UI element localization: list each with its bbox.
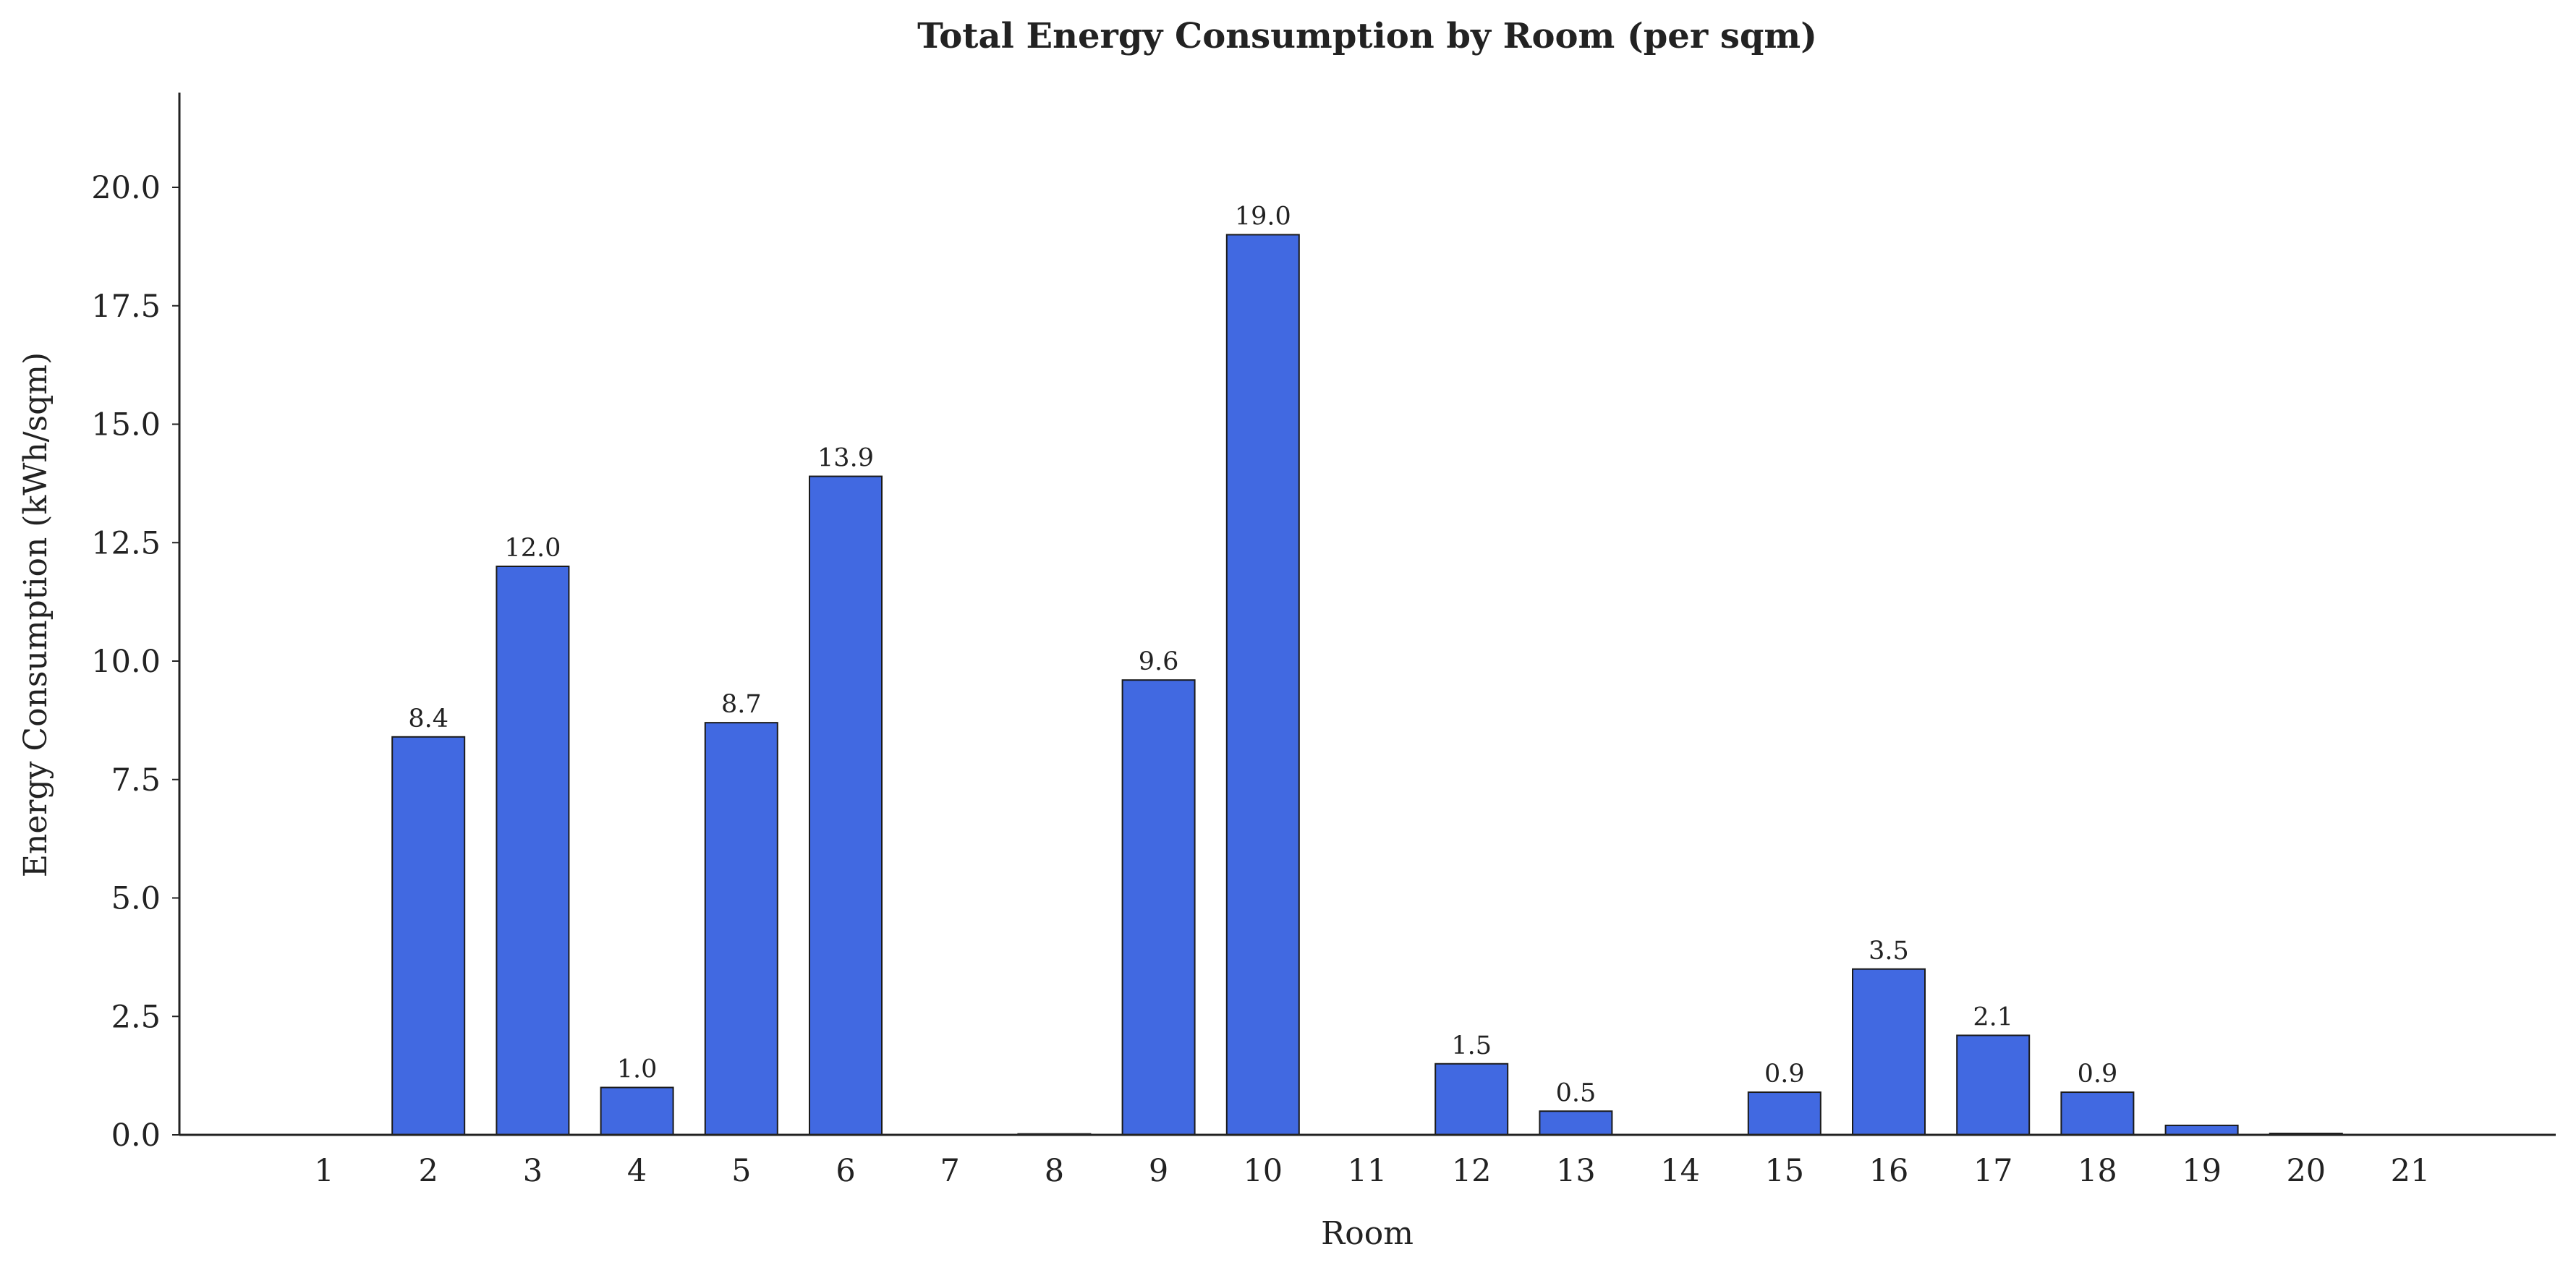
x-tick-label: 15 <box>1764 1153 1804 1189</box>
x-tick-label: 13 <box>1556 1153 1596 1189</box>
x-tick-label: 17 <box>1973 1153 2013 1189</box>
x-tick-label: 8 <box>1045 1153 1064 1189</box>
x-tick-label: 21 <box>2391 1153 2431 1189</box>
data-label-room-2: 8.4 <box>408 704 449 733</box>
data-label-room-16: 3.5 <box>1869 937 1909 966</box>
x-tick-label: 7 <box>940 1153 960 1189</box>
bar-room-18 <box>2060 1091 2135 1136</box>
y-tick-label: 7.5 <box>111 762 161 799</box>
x-tick-label: 12 <box>1452 1153 1492 1189</box>
bar-room-19 <box>2164 1124 2239 1136</box>
x-tick-label: 14 <box>1660 1153 1700 1189</box>
x-tick-label: 1 <box>314 1153 333 1189</box>
data-label-room-12: 1.5 <box>1451 1031 1492 1060</box>
data-label-room-15: 0.9 <box>1764 1060 1805 1089</box>
data-label-room-18: 0.9 <box>2078 1060 2118 1089</box>
bar-room-5 <box>704 722 778 1136</box>
bar-room-6 <box>809 475 883 1136</box>
y-tick-label: 10.0 <box>91 644 161 680</box>
x-tick-label: 16 <box>1869 1153 1909 1189</box>
bar-room-15 <box>1747 1091 1822 1136</box>
bar-room-9 <box>1121 679 1196 1136</box>
data-label-room-6: 13.9 <box>817 444 874 473</box>
data-labels: 8.4 12.0 1.0 8.7 13.9 9.6 19.0 1.5 0.5 0.9 3.5 2.1 0… <box>408 203 2117 1108</box>
y-tick-label: 17.5 <box>91 289 161 325</box>
y-tick-label: 20.0 <box>91 170 161 206</box>
x-tick-label: 20 <box>2286 1153 2326 1189</box>
bar-room-10 <box>1225 234 1300 1136</box>
y-axis-ticks: 0.0 2.5 5.0 7.5 10.0 12.5 15.0 17.5 20.0 <box>91 170 179 1154</box>
x-tick-label: 4 <box>627 1153 647 1189</box>
bar-room-16 <box>1852 968 1926 1136</box>
data-label-room-9: 9.6 <box>1139 647 1179 676</box>
y-axis-label: Energy Consumption (kWh/sqm) <box>17 352 54 877</box>
x-axis-ticks: 1 2 3 4 5 6 7 8 9 10 11 12 13 14 15 16 17 18 19 20 21 <box>314 1153 2430 1189</box>
x-tick-label: 9 <box>1149 1153 1168 1189</box>
x-tick-label: 3 <box>523 1153 543 1189</box>
x-tick-label: 11 <box>1348 1153 1387 1189</box>
data-label-room-4: 1.0 <box>617 1055 658 1084</box>
chart-title: Total Energy Consumption by Room (per sq… <box>917 16 1817 56</box>
bar-room-17 <box>1956 1034 2031 1136</box>
x-tick-label: 19 <box>2182 1153 2222 1189</box>
bar-room-3 <box>496 566 570 1136</box>
x-tick-label: 2 <box>419 1153 438 1189</box>
data-label-room-17: 2.1 <box>1973 1002 2013 1031</box>
y-tick-label: 15.0 <box>91 407 161 443</box>
x-tick-label: 6 <box>836 1153 855 1189</box>
x-tick-label: 5 <box>731 1153 751 1189</box>
bar-room-2 <box>391 736 466 1136</box>
bars <box>391 234 2343 1136</box>
bar-room-4 <box>600 1086 674 1136</box>
data-label-room-13: 0.5 <box>1556 1078 1597 1107</box>
bar-room-12 <box>1434 1063 1509 1136</box>
data-label-room-5: 8.7 <box>721 690 762 719</box>
x-tick-label: 18 <box>2078 1153 2117 1189</box>
data-label-room-3: 12.0 <box>504 534 561 563</box>
y-tick-label: 12.5 <box>91 525 161 561</box>
y-tick-label: 5.0 <box>111 881 161 917</box>
y-tick-label: 0.0 <box>111 1117 161 1154</box>
data-label-room-10: 19.0 <box>1235 203 1291 231</box>
bar-room-13 <box>1539 1110 1613 1136</box>
x-axis-label: Room <box>1321 1215 1414 1252</box>
y-tick-label: 2.5 <box>111 999 161 1035</box>
x-tick-label: 10 <box>1243 1153 1283 1189</box>
